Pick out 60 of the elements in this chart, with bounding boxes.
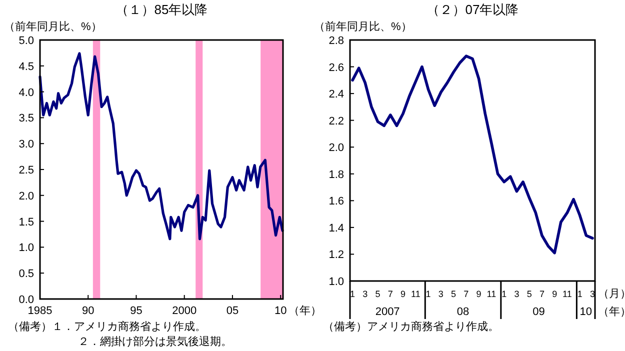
x-tick-label: 1 [502,289,507,299]
x-tick-label: 11 [411,289,420,299]
x-tick-label: 10 [274,305,287,317]
x-tick-label: 5 [451,289,456,299]
chart-title: （２）07年以降 [426,2,519,17]
x-tick-label: 9 [552,289,558,299]
x-tick-label: 1 [426,289,431,299]
y-tick-label: 1.2 [328,249,344,262]
text: （備考）アメリカ商務省より作成。 [323,320,499,333]
x-tick-label: 5 [526,289,532,299]
y-tick-label: 2.4 [328,88,344,101]
x-tick-label: 9 [400,289,406,299]
x-tick-label: 1 [577,289,582,299]
y-tick-label: 3.5 [18,112,34,125]
x-axis-title: （月） [598,288,625,300]
y-tick-label: 0.5 [18,268,34,280]
y-axis-title: （前年同月比、%） [4,20,102,33]
x-tick-label: 3 [438,289,444,299]
x-tick-label: 05 [226,305,239,317]
text: 08 [456,306,470,318]
y-tick-label: 4.5 [18,60,34,73]
y-tick-label: 1.6 [328,196,344,208]
text: 2007 [375,306,400,318]
y-axis-title: （前年同月比、%） [314,20,412,33]
x-tick-label: 1 [350,289,356,299]
y-tick-label: 1.8 [328,168,344,181]
x-tick-label: 5 [375,289,380,299]
x-tick-label: 9 [476,289,482,299]
x-tick-label: 7 [388,289,393,299]
y-tick-label: 2.5 [18,164,34,176]
x-tick-label: 7 [464,289,469,299]
y-tick-label: 1.0 [328,276,344,288]
y-tick-label: 2.8 [328,35,344,47]
text: （年） [598,306,625,318]
y-tick-label: 1.0 [18,242,34,254]
y-tick-label: 1.5 [18,216,34,228]
y-tick-label: 5.0 [18,35,34,47]
y-tick-label: 2.0 [18,190,34,202]
x-tick-label: 90 [82,305,94,317]
x-tick-label: 11 [486,289,496,299]
x-tick-label: 2000 [172,305,197,317]
y-tick-label: 2.2 [328,115,344,128]
y-tick-label: 1.4 [328,222,344,234]
x-tick-label: 3 [590,289,595,299]
y-tick-label: 4.0 [18,86,34,99]
x-tick-label: 95 [130,305,142,317]
text: （備考）１．アメリカ商務省より作成。 [8,320,206,333]
x-tick-label: 3 [514,289,520,299]
y-tick-label: 0.0 [18,294,34,306]
x-tick-label: 1985 [28,305,52,317]
x-tick-label: 3 [362,289,368,299]
y-tick-label: 3.0 [18,138,34,151]
y-tick-label: 2.6 [328,62,344,74]
x-tick-label: 11 [562,289,572,299]
text: ２．網掛け部分は景気後退期。 [78,335,232,348]
x-tick-label: 7 [539,289,544,299]
text: 09 [532,306,545,318]
x-axis-title: （年） [288,305,322,317]
y-tick-label: 2.0 [328,142,344,154]
chart-title: （１）85年以降 [115,2,208,17]
